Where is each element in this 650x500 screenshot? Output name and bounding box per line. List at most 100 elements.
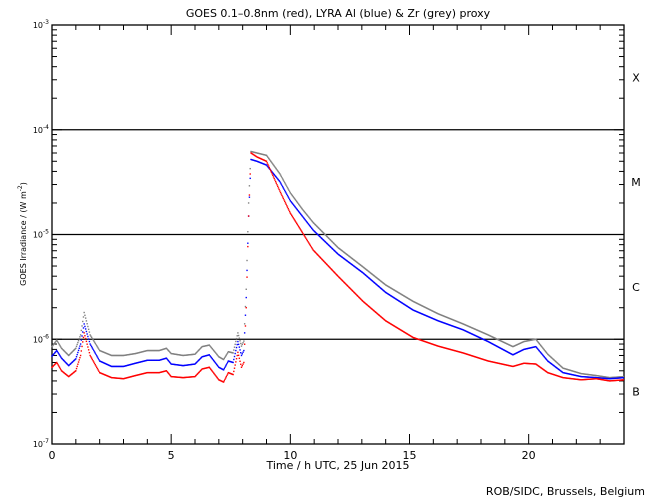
data-point: [368, 306, 371, 308]
data-point: [545, 351, 548, 354]
data-point: [239, 349, 241, 351]
data-point: [242, 363, 244, 365]
data-point: [526, 340, 528, 342]
data-point: [478, 330, 480, 332]
data-point: [503, 363, 506, 366]
data-point: [164, 370, 166, 372]
data-point: [328, 266, 331, 268]
data-point: [79, 356, 81, 359]
data-point: [591, 378, 593, 380]
data-point: [183, 376, 185, 379]
data-point: [274, 174, 276, 177]
data-point: [388, 322, 390, 324]
data-point: [253, 159, 255, 162]
data-point: [270, 160, 272, 162]
data-point: [64, 351, 66, 353]
data-point: [494, 361, 496, 364]
data-point: [58, 342, 60, 345]
data-point: [178, 354, 181, 356]
data-point: [554, 365, 556, 368]
data-point: [594, 374, 597, 377]
data-point: [225, 375, 228, 378]
data-point: [96, 367, 99, 370]
data-point: [498, 339, 501, 341]
data-point: [519, 350, 521, 352]
data-point: [433, 318, 435, 320]
data-point: [118, 365, 120, 368]
data-point: [352, 290, 354, 292]
data-point: [211, 347, 213, 350]
data-point: [78, 338, 80, 340]
data-point: [72, 360, 74, 363]
data-point: [384, 291, 386, 293]
data-point: [195, 375, 197, 377]
data-point: [515, 344, 518, 346]
data-point: [417, 303, 419, 305]
data-point: [118, 354, 120, 357]
data-point: [215, 353, 218, 355]
data-point: [238, 357, 241, 360]
data-point: [518, 351, 520, 353]
data-point: [235, 340, 237, 343]
data-point: [293, 204, 295, 206]
data-point: [259, 157, 261, 159]
data-point: [308, 217, 311, 219]
data-point: [364, 274, 366, 276]
data-point: [257, 156, 259, 158]
data-point: [281, 196, 284, 198]
data-point: [181, 354, 184, 357]
data-point: [609, 376, 612, 379]
data-point: [592, 376, 595, 379]
data-point: [453, 325, 455, 328]
data-point: [384, 283, 386, 286]
data-point: [101, 351, 104, 353]
data-point: [540, 352, 543, 355]
data-point: [206, 344, 208, 347]
data-point: [477, 336, 479, 338]
data-point: [206, 354, 208, 357]
data-point: [515, 364, 517, 367]
data-point: [537, 364, 539, 367]
data-point: [298, 210, 300, 213]
data-point: [478, 336, 480, 338]
flare-class-label: M: [631, 176, 641, 189]
data-point: [98, 371, 101, 374]
data-point: [409, 335, 411, 337]
data-point: [200, 369, 203, 371]
data-point: [552, 364, 555, 367]
data-point: [496, 338, 499, 340]
data-point: [372, 274, 375, 277]
data-point: [131, 363, 134, 365]
data-point: [328, 238, 331, 240]
data-point: [579, 375, 582, 378]
data-point: [63, 360, 66, 362]
data-point: [259, 162, 262, 164]
data-point: [575, 371, 577, 373]
data-point: [250, 152, 252, 154]
data-point: [295, 199, 297, 202]
data-point: [153, 371, 156, 374]
data-point: [547, 371, 549, 374]
data-point: [391, 324, 393, 326]
data-point: [450, 324, 452, 327]
data-point: [134, 362, 137, 364]
data-point: [293, 218, 295, 220]
data-point: [233, 346, 236, 348]
data-point: [129, 363, 132, 366]
data-point: [339, 248, 341, 250]
data-point: [83, 311, 85, 314]
data-point: [164, 357, 167, 360]
data-point: [476, 329, 479, 331]
data-point: [132, 353, 135, 355]
data-point: [239, 360, 241, 363]
data-point: [270, 169, 272, 172]
data-point: [291, 194, 293, 196]
data-point: [353, 265, 356, 268]
data-point: [136, 374, 139, 376]
data-point: [115, 354, 118, 357]
data-point: [187, 364, 190, 366]
data-point: [512, 345, 515, 348]
data-point: [438, 320, 440, 322]
data-point: [94, 364, 96, 366]
data-point: [421, 339, 424, 342]
